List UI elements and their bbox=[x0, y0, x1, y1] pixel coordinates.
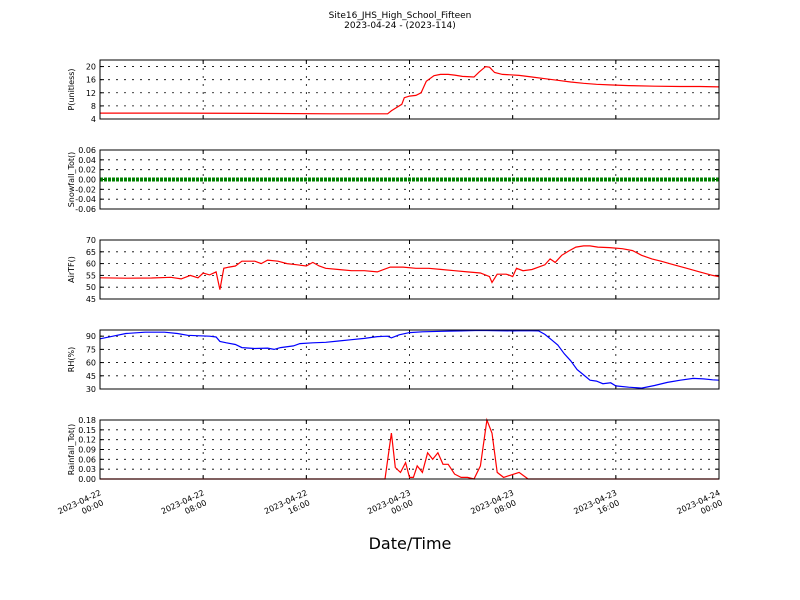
panel-2-y-tick-label: 0.04 bbox=[78, 156, 96, 165]
panel-5-y-tick-label: 0.09 bbox=[78, 446, 96, 455]
panel-5-y-tick-label: 0.00 bbox=[78, 475, 96, 484]
panel-4-frame bbox=[99, 329, 720, 390]
panel-5-y-axis-label: Rainfall_Tot() bbox=[67, 424, 76, 476]
panel-3-y-axis-label: AirTF() bbox=[67, 256, 76, 283]
panel-1-y-tick-label: 16 bbox=[86, 76, 96, 85]
panel-4-y-tick-label: 90 bbox=[86, 332, 96, 341]
panel-2-y-tick-label: -0.04 bbox=[75, 195, 96, 204]
panel-5-y-tick-label: 0.06 bbox=[78, 455, 96, 464]
x-axis-label: Date/Time bbox=[368, 534, 452, 553]
panel-3-y-tick-label: 50 bbox=[86, 283, 96, 292]
panel-4-y-tick-label: 45 bbox=[86, 372, 96, 381]
panel-4-y-tick-label: 60 bbox=[86, 359, 96, 368]
panel-2-y-tick-label: -0.02 bbox=[75, 185, 96, 194]
panel-1-frame bbox=[99, 59, 720, 120]
panel-3-frame bbox=[99, 239, 720, 300]
panel-5-y-tick-label: 0.03 bbox=[78, 465, 96, 474]
panel-5-series-line bbox=[100, 417, 719, 480]
panel-3-y-tick-label: 65 bbox=[86, 248, 96, 257]
panel-4-y-axis-label: RH(%) bbox=[67, 347, 76, 372]
panel-5-y-tick-label: 0.15 bbox=[78, 426, 96, 435]
panel-1-y-tick-label: 20 bbox=[86, 63, 96, 72]
panel-3-series-line bbox=[99, 245, 720, 290]
panel-2-y-tick-label: 0.02 bbox=[78, 166, 96, 175]
panel-4-series-line bbox=[99, 329, 720, 389]
chart-title: Site16_JHS_High_School_Fifteen bbox=[328, 11, 472, 21]
panel-1-y-tick-label: 8 bbox=[91, 102, 96, 111]
panel-3-y-tick-label: 55 bbox=[86, 271, 96, 280]
panel-2-y-tick-label: 0.06 bbox=[78, 146, 96, 155]
panel-2-y-tick-label: 0.00 bbox=[78, 176, 96, 185]
panel-4-y-tick-label: 75 bbox=[86, 345, 96, 354]
panel-2-y-axis-label: Snowfall_Tot() bbox=[67, 152, 76, 208]
panel-3-y-tick-label: 60 bbox=[86, 260, 96, 269]
panel-1-y-axis-label: P(unitless) bbox=[67, 68, 76, 110]
panel-5-frame bbox=[99, 419, 720, 480]
panel-2-y-tick-label: -0.06 bbox=[75, 205, 96, 214]
panel-3-y-tick-label: 70 bbox=[86, 236, 96, 245]
panel-5-y-tick-label: 0.12 bbox=[78, 436, 96, 445]
panel-4-y-tick-label: 30 bbox=[86, 385, 96, 394]
panel-2-frame bbox=[99, 149, 720, 210]
panel-1-y-tick-label: 12 bbox=[86, 89, 96, 98]
panel-1-y-tick-label: 4 bbox=[91, 115, 96, 124]
panel-5-y-tick-label: 0.18 bbox=[78, 416, 96, 425]
chart-subtitle: 2023-04-24 - (2023-114) bbox=[344, 21, 456, 31]
panel-3-y-tick-label: 45 bbox=[86, 295, 96, 304]
panel-1-series-line bbox=[100, 65, 720, 115]
